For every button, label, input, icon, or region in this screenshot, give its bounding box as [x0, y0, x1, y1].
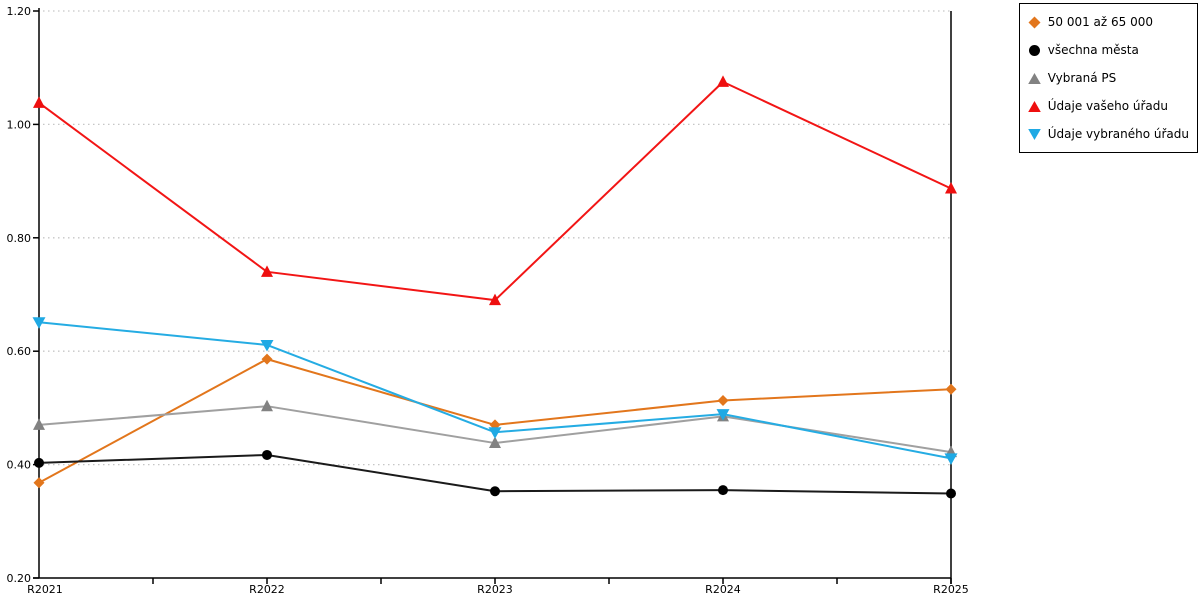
x-tick-label: R2024: [705, 583, 741, 596]
triangle-up-marker-icon: [1027, 100, 1041, 112]
legend-label: Údaje vašeho úřadu: [1047, 99, 1168, 113]
data-point-marker: [489, 293, 501, 306]
data-point-marker: [717, 395, 729, 407]
data-point-marker: [944, 453, 958, 465]
y-tick-label: 1.00: [7, 118, 32, 131]
x-tick-label: R2022: [249, 583, 285, 596]
x-tick-label: R2023: [477, 583, 513, 596]
data-point-marker: [261, 265, 273, 277]
legend-item-udaje-vaseho-uradu[interactable]: Údaje vašeho úřadu: [1027, 92, 1189, 120]
y-tick-label: 0.80: [7, 232, 32, 245]
legend-item-vybrana-ps[interactable]: Vybraná PS: [1027, 64, 1189, 92]
data-point-marker: [717, 75, 729, 87]
series-line: [38, 80, 952, 302]
data-point-marker: [945, 181, 957, 194]
y-tick-label: 0.20: [7, 572, 32, 585]
data-point-marker: [490, 486, 500, 497]
triangle-down-marker-icon: [1027, 128, 1041, 140]
gridlines: [43, 10, 951, 466]
data-point-marker: [33, 418, 45, 430]
x-tick-label: R2021: [27, 583, 63, 596]
legend-item-vsechna-mesta[interactable]: všechna města: [1028, 36, 1189, 64]
legend-item-udaje-vybraneho-uradu[interactable]: Údaje vybraného úřadu: [1027, 120, 1189, 148]
data-point-marker: [488, 427, 502, 439]
series-1: [34, 449, 956, 499]
data-point-marker: [260, 339, 274, 352]
x-axis: R2021 R2022 R2023 R2024 R2025: [27, 11, 969, 596]
data-point-marker: [489, 436, 501, 449]
series-0: [33, 353, 957, 489]
legend-label: 50 001 až 65 000: [1047, 15, 1153, 29]
legend-item-50001-az-65000[interactable]: 50 001 až 65 000: [1028, 8, 1189, 36]
data-point-marker: [262, 449, 272, 460]
y-tick-label: 0.60: [7, 345, 32, 358]
legend-label: všechna města: [1047, 43, 1139, 57]
data-point-marker: [33, 477, 45, 489]
data-point-marker: [32, 317, 46, 329]
data-point-marker: [261, 353, 273, 365]
y-tick-label: 0.40: [7, 459, 32, 472]
series-3: [33, 75, 957, 306]
data-point-marker: [945, 383, 957, 395]
diamond-marker-icon: [1028, 16, 1041, 28]
data-point-marker: [946, 488, 956, 499]
series-4: [32, 317, 958, 465]
circle-marker-icon: [1028, 44, 1040, 56]
data-point-marker: [34, 457, 44, 468]
triangle-up-marker-icon: [1027, 72, 1041, 84]
data-point-marker: [33, 96, 45, 108]
data-point-marker: [718, 485, 728, 496]
data-point-marker: [261, 399, 273, 412]
legend-label: Vybraná PS: [1047, 71, 1117, 85]
y-tick-label: 1.20: [7, 5, 32, 18]
x-tick-label: R2025: [933, 583, 969, 596]
data-point-marker: [716, 409, 730, 421]
y-axis: 0.20 0.40 0.60 0.80 1.00 1.20: [7, 5, 40, 585]
legend: 50 001 až 65 000 všechna města Vybraná P…: [1018, 3, 1198, 153]
legend-label: Údaje vybraného úřadu: [1047, 127, 1189, 141]
